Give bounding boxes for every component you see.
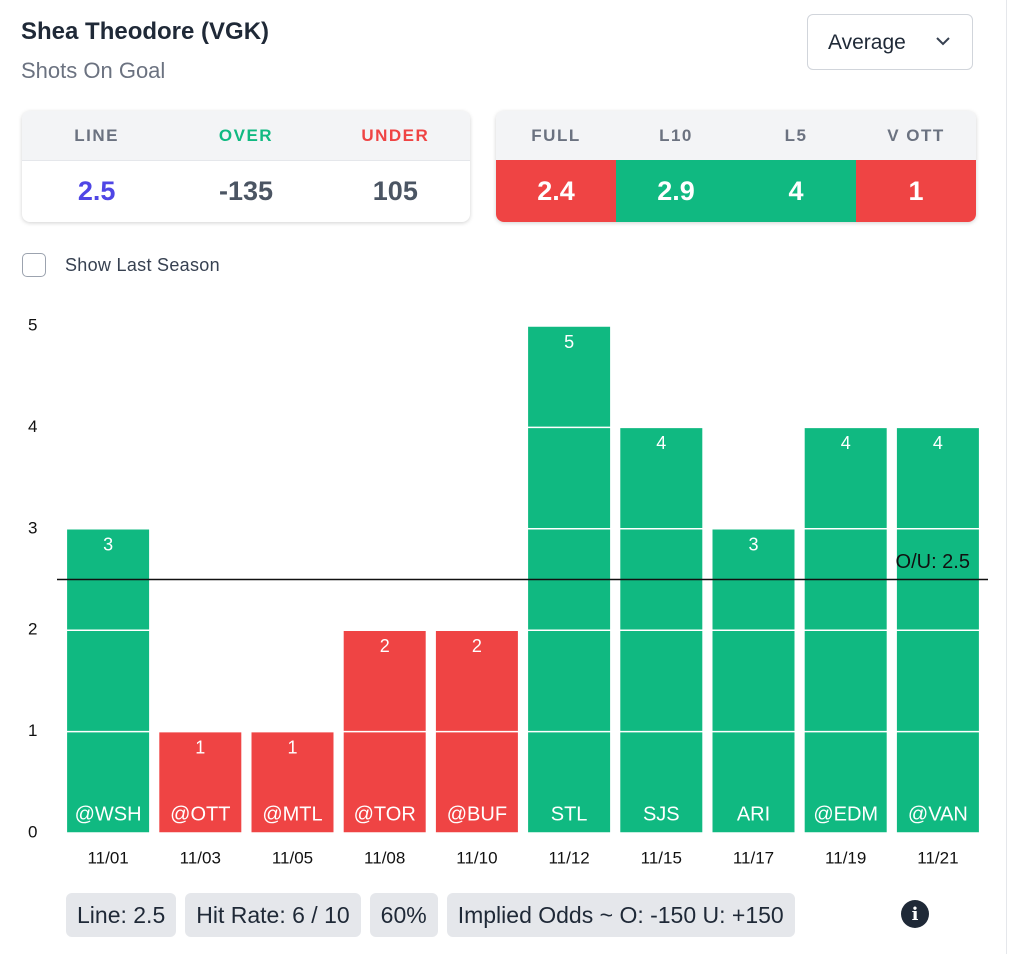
y-tick-label: 5	[28, 315, 37, 334]
opponent-label: ARI	[737, 803, 770, 825]
splits-card: FULL L10 L5 V OTT 2.4 2.9 4 1	[496, 111, 976, 222]
bar	[712, 528, 795, 833]
bar	[159, 731, 242, 833]
checkbox-label[interactable]: Show Last Season	[65, 255, 220, 275]
info-icon[interactable]: i	[901, 900, 929, 928]
y-tick-label: 0	[28, 822, 37, 841]
stat-subtitle: Shots On Goal	[21, 58, 166, 83]
opponent-label: SJS	[643, 803, 680, 825]
chevron-icon	[936, 37, 950, 46]
y-tick-label: 3	[28, 518, 37, 537]
split-value: 2.4	[496, 160, 616, 222]
player-title: Shea Theodore (VGK)	[21, 18, 270, 45]
split-header: FULL	[531, 125, 581, 145]
line-card: LINE OVER UNDER 2.5 -135 105	[22, 111, 470, 222]
dropdown-label: Average	[828, 31, 906, 54]
line-header-row: LINE OVER UNDER	[22, 111, 470, 161]
right-border	[1006, 0, 1007, 954]
bar	[251, 731, 334, 833]
opponent-label: @OTT	[170, 803, 230, 825]
x-tick-label: 11/08	[364, 848, 405, 867]
x-tick-label: 11/21	[917, 848, 958, 867]
value-label: 3	[748, 535, 758, 555]
value-label: 5	[564, 332, 574, 352]
checkbox[interactable]	[22, 253, 46, 277]
x-tick-label: 11/01	[87, 848, 128, 867]
x-tick-label: 11/12	[548, 848, 589, 867]
average-dropdown[interactable]: Average	[807, 14, 973, 70]
y-tick-label: 4	[28, 417, 37, 436]
y-tick-label: 2	[28, 620, 37, 639]
line-value: 105	[372, 175, 418, 206]
opponent-label: STL	[551, 803, 588, 825]
opponent-label: @TOR	[354, 803, 416, 825]
value-label: 1	[195, 737, 205, 757]
line-value: 2.5	[77, 175, 116, 206]
bar	[67, 528, 150, 833]
opponent-label: @BUF	[447, 803, 507, 825]
x-tick-label: 11/10	[456, 848, 497, 867]
reference-label: O/U: 2.5	[896, 551, 970, 573]
chart: 0 1 2 3 4 5 3 @WSH 11/01 1 @OTT 11/03 1 @MTL 11/05 2 @TO…	[28, 315, 988, 867]
value-label: 1	[287, 737, 297, 757]
opponent-label: @VAN	[908, 803, 968, 825]
splits-header-row: FULL L10 L5 V OTT	[496, 111, 976, 161]
summary-chip: Line: 2.5	[66, 893, 177, 937]
value-label: 4	[656, 433, 666, 453]
line-header: UNDER	[361, 125, 430, 145]
value-label: 2	[472, 636, 482, 656]
value-label: 4	[841, 433, 851, 453]
opponent-label: @WSH	[75, 803, 142, 825]
opponent-label: @EDM	[813, 803, 878, 825]
summary-chip: Implied Odds ~ O: -150 U: +150	[446, 893, 795, 937]
line-header: LINE	[74, 125, 120, 145]
x-tick-label: 11/05	[272, 848, 313, 867]
split-value: 2.9	[616, 160, 736, 222]
x-tick-label: 11/03	[180, 848, 221, 867]
split-header: V OTT	[887, 125, 945, 145]
summary-chip: Hit Rate: 6 / 10	[185, 893, 361, 937]
x-tick-label: 11/17	[733, 848, 774, 867]
x-tick-label: 11/15	[641, 848, 682, 867]
value-label: 3	[103, 535, 113, 555]
y-tick-label: 1	[28, 721, 37, 740]
split-value: 4	[736, 160, 856, 222]
line-value: -135	[218, 175, 274, 206]
value-label: 4	[933, 433, 943, 453]
line-value-row: 2.5 -135 105	[22, 160, 470, 222]
split-value: 1	[856, 160, 976, 222]
split-header: L5	[784, 125, 808, 145]
summary-chips: Line: 2.5 Hit Rate: 6 / 10 60% Implied Odds…	[66, 893, 795, 937]
split-header: L10	[659, 125, 693, 145]
opponent-label: @MTL	[262, 803, 322, 825]
splits-value-row: 2.4 2.9 4 1	[496, 160, 976, 222]
value-label: 2	[380, 636, 390, 656]
x-tick-label: 11/19	[825, 848, 866, 867]
summary-chip: 60%	[369, 893, 438, 937]
line-header: OVER	[218, 125, 274, 145]
